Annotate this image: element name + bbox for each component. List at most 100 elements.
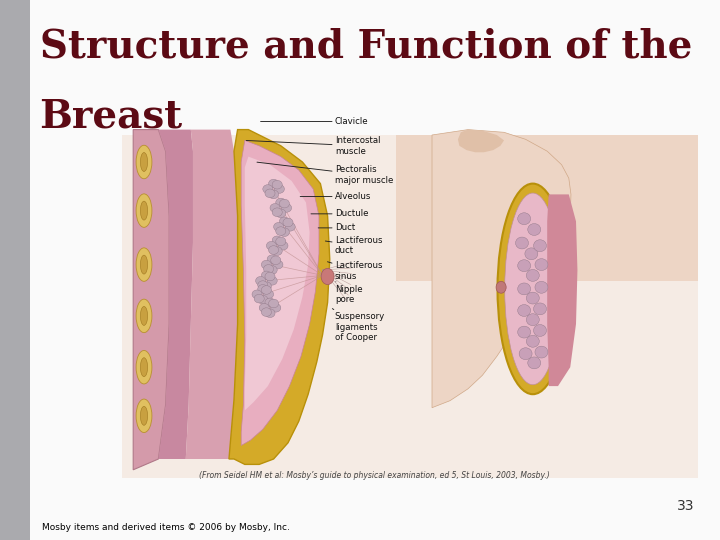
Ellipse shape	[525, 248, 538, 260]
Ellipse shape	[136, 399, 152, 433]
Ellipse shape	[136, 350, 152, 384]
Ellipse shape	[136, 145, 152, 179]
Ellipse shape	[258, 295, 268, 304]
Text: Alveolus: Alveolus	[300, 192, 372, 201]
Ellipse shape	[274, 222, 284, 231]
Ellipse shape	[276, 198, 286, 207]
Ellipse shape	[270, 204, 280, 212]
Ellipse shape	[534, 303, 546, 315]
Ellipse shape	[278, 241, 288, 250]
Ellipse shape	[535, 281, 548, 293]
Ellipse shape	[496, 281, 506, 293]
Ellipse shape	[256, 276, 266, 285]
Text: Intercostal
muscle: Intercostal muscle	[246, 136, 380, 156]
Ellipse shape	[518, 326, 531, 338]
Bar	[396, 135, 698, 281]
Ellipse shape	[263, 185, 273, 193]
Ellipse shape	[276, 237, 286, 246]
Text: (From Seidel HM et al: Mosby’s guide to physical examination, ed 5, St Louis, 20: (From Seidel HM et al: Mosby’s guide to …	[199, 471, 550, 481]
Ellipse shape	[252, 290, 262, 299]
Polygon shape	[547, 194, 577, 386]
Ellipse shape	[254, 294, 264, 303]
Ellipse shape	[267, 266, 277, 274]
Ellipse shape	[534, 325, 546, 336]
Ellipse shape	[505, 193, 561, 384]
Polygon shape	[133, 130, 169, 470]
Ellipse shape	[272, 208, 282, 217]
Ellipse shape	[528, 357, 541, 369]
Ellipse shape	[283, 218, 293, 227]
Ellipse shape	[267, 276, 277, 285]
Ellipse shape	[265, 309, 275, 318]
Text: Breast: Breast	[40, 97, 183, 135]
Ellipse shape	[271, 303, 281, 312]
Ellipse shape	[264, 265, 274, 273]
Ellipse shape	[259, 303, 269, 312]
Ellipse shape	[285, 222, 295, 231]
Ellipse shape	[261, 271, 271, 280]
Ellipse shape	[526, 314, 539, 326]
Ellipse shape	[269, 246, 279, 254]
Ellipse shape	[265, 272, 275, 281]
Ellipse shape	[136, 248, 152, 281]
Ellipse shape	[266, 241, 276, 250]
Ellipse shape	[526, 269, 539, 281]
Text: Lactiferous
duct: Lactiferous duct	[325, 236, 382, 255]
Ellipse shape	[140, 357, 148, 377]
Polygon shape	[245, 157, 310, 410]
Ellipse shape	[273, 260, 283, 269]
Polygon shape	[241, 140, 319, 446]
Ellipse shape	[279, 199, 289, 208]
Ellipse shape	[282, 204, 292, 212]
Ellipse shape	[265, 189, 275, 198]
Ellipse shape	[518, 283, 531, 295]
Ellipse shape	[279, 228, 289, 237]
Ellipse shape	[136, 299, 152, 333]
Ellipse shape	[276, 227, 286, 235]
Ellipse shape	[526, 335, 539, 347]
Ellipse shape	[272, 247, 282, 255]
Ellipse shape	[264, 290, 274, 299]
Ellipse shape	[272, 180, 282, 189]
Ellipse shape	[261, 282, 271, 291]
Ellipse shape	[516, 237, 528, 249]
Polygon shape	[458, 130, 504, 152]
Polygon shape	[229, 130, 330, 464]
Ellipse shape	[279, 217, 289, 226]
Ellipse shape	[267, 255, 277, 264]
Ellipse shape	[269, 179, 279, 188]
Ellipse shape	[258, 285, 268, 293]
Ellipse shape	[519, 348, 532, 360]
Text: Pectoralis
major muscle: Pectoralis major muscle	[257, 162, 393, 185]
Ellipse shape	[265, 298, 275, 307]
Ellipse shape	[535, 259, 548, 271]
Ellipse shape	[140, 201, 148, 220]
Text: Duct: Duct	[318, 224, 355, 232]
Ellipse shape	[269, 190, 279, 199]
Text: Clavicle: Clavicle	[261, 117, 369, 126]
Text: Lactiferous
sinus: Lactiferous sinus	[328, 261, 382, 281]
Ellipse shape	[269, 299, 279, 308]
Bar	[0, 0, 30, 540]
Ellipse shape	[140, 255, 148, 274]
Ellipse shape	[498, 184, 568, 394]
Ellipse shape	[261, 286, 271, 294]
Text: Nipple
pore: Nipple pore	[335, 282, 362, 304]
Ellipse shape	[261, 260, 271, 269]
Ellipse shape	[276, 209, 286, 218]
Ellipse shape	[140, 307, 148, 325]
Ellipse shape	[534, 240, 546, 252]
Ellipse shape	[271, 256, 281, 265]
Text: Suspensory
ligaments
of Cooper: Suspensory ligaments of Cooper	[333, 308, 385, 342]
Ellipse shape	[274, 185, 284, 193]
Text: 33: 33	[678, 500, 695, 514]
Ellipse shape	[518, 260, 531, 272]
Ellipse shape	[526, 292, 539, 304]
Ellipse shape	[518, 213, 531, 225]
Polygon shape	[432, 130, 571, 408]
Ellipse shape	[528, 224, 541, 235]
Ellipse shape	[518, 305, 531, 316]
Text: Mosby items and derived items © 2006 by Mosby, Inc.: Mosby items and derived items © 2006 by …	[42, 523, 289, 532]
Ellipse shape	[140, 152, 148, 172]
Ellipse shape	[261, 308, 271, 316]
